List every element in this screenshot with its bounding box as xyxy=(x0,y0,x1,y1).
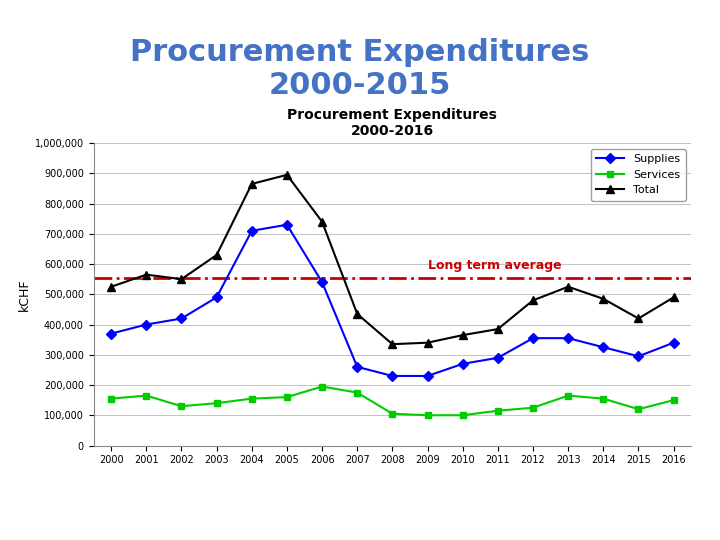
Services xyxy=(423,412,432,418)
Services xyxy=(564,393,572,399)
Title: Procurement Expenditures
2000-2016: Procurement Expenditures 2000-2016 xyxy=(287,107,498,138)
Services xyxy=(142,393,150,399)
Services xyxy=(599,395,608,402)
Supplies xyxy=(599,344,608,350)
Total xyxy=(318,219,326,225)
Services xyxy=(248,395,256,402)
Supplies xyxy=(142,321,150,328)
Supplies xyxy=(177,315,186,322)
Supplies xyxy=(423,373,432,379)
Text: Procurement Expenditures
2000-2015: Procurement Expenditures 2000-2015 xyxy=(130,38,590,100)
Supplies xyxy=(459,361,467,367)
Supplies xyxy=(528,335,537,341)
Y-axis label: kCHF: kCHF xyxy=(17,278,30,310)
Text: 5: 5 xyxy=(688,510,698,524)
Supplies xyxy=(670,340,678,346)
Total xyxy=(423,340,432,346)
Services xyxy=(528,404,537,411)
Total xyxy=(107,284,115,290)
Text: European Organization for Nuclear Research: European Organization for Nuclear Resear… xyxy=(72,507,228,513)
Text: Organisation européenne pour la recherche nucléaire: Organisation européenne pour la recherch… xyxy=(72,522,261,529)
Supplies xyxy=(564,335,572,341)
Total xyxy=(670,294,678,301)
Total xyxy=(177,276,186,282)
Line: Total: Total xyxy=(107,171,678,348)
Supplies xyxy=(107,330,115,337)
Services xyxy=(493,408,502,414)
Total xyxy=(212,252,221,258)
Supplies xyxy=(283,221,292,228)
Supplies xyxy=(388,373,397,379)
Services xyxy=(353,389,361,396)
Text: CERN: CERN xyxy=(24,515,41,519)
Line: Supplies: Supplies xyxy=(108,221,677,380)
Total xyxy=(564,284,572,290)
Total xyxy=(142,272,150,278)
Supplies xyxy=(212,294,221,301)
Services xyxy=(283,394,292,400)
Services xyxy=(177,403,186,409)
Services xyxy=(318,383,326,390)
Total xyxy=(634,315,643,322)
Supplies xyxy=(353,363,361,370)
Line: Services: Services xyxy=(108,383,677,418)
Services xyxy=(634,406,643,413)
Legend: Supplies, Services, Total: Supplies, Services, Total xyxy=(590,148,685,201)
Total xyxy=(528,297,537,303)
Supplies xyxy=(493,355,502,361)
Total xyxy=(599,295,608,302)
Services xyxy=(388,410,397,417)
Total xyxy=(353,310,361,317)
Total xyxy=(248,181,256,187)
Total xyxy=(283,172,292,178)
Services xyxy=(212,400,221,407)
Services xyxy=(459,412,467,418)
Services xyxy=(670,397,678,403)
Total xyxy=(459,332,467,339)
Supplies xyxy=(318,279,326,286)
Text: Long term average: Long term average xyxy=(428,259,561,272)
Supplies xyxy=(634,353,643,360)
Total xyxy=(388,341,397,347)
Supplies xyxy=(248,227,256,234)
Total xyxy=(493,326,502,332)
Services xyxy=(107,395,115,402)
